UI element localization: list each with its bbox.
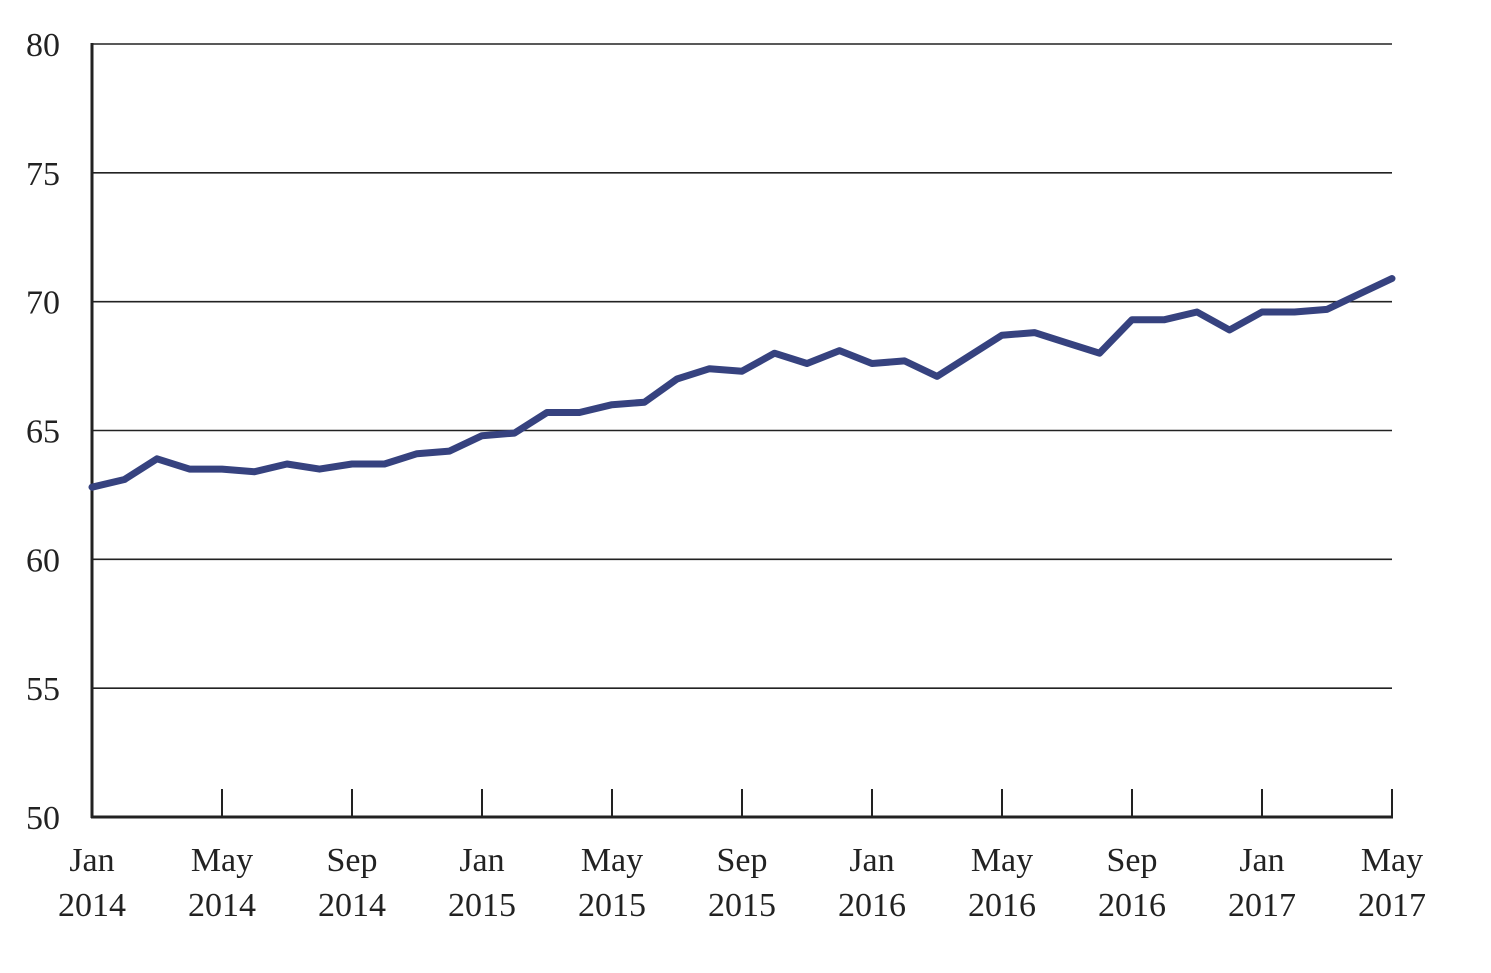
- x-tick-label-month: Jan: [69, 842, 114, 879]
- x-tick-label-year: 2014: [318, 887, 386, 924]
- x-tick-label-year: 2016: [1098, 887, 1166, 924]
- x-tick-label-year: 2015: [578, 887, 646, 924]
- x-tick-label-year: 2015: [448, 887, 516, 924]
- x-tick-label-month: Jan: [1239, 842, 1284, 879]
- x-tick-label-month: Sep: [1107, 842, 1158, 879]
- x-tick-label-month: Sep: [327, 842, 378, 879]
- x-tick-label-month: Jan: [849, 842, 894, 879]
- axes: [90, 43, 1393, 819]
- y-tick-label: 55: [26, 671, 60, 708]
- y-tick-label: 50: [26, 800, 60, 837]
- x-tick-label-month: Sep: [717, 842, 768, 879]
- x-tick-label-month: May: [971, 842, 1033, 879]
- gridlines: [92, 43, 1392, 689]
- series-group: [88, 275, 1396, 491]
- x-tick-label-year: 2015: [708, 887, 776, 924]
- y-tick-label: 70: [26, 285, 60, 322]
- y-tick-label: 65: [26, 414, 60, 451]
- x-tick-label-month: Jan: [459, 842, 504, 879]
- x-tick-label-month: May: [191, 842, 253, 879]
- x-tick-label-year: 2014: [188, 887, 256, 924]
- x-axis-ticks: [221, 789, 1393, 817]
- y-tick-label: 60: [26, 542, 60, 579]
- x-tick-label-year: 2016: [838, 887, 906, 924]
- y-tick-label: 75: [26, 156, 60, 193]
- series-line-0: [88, 275, 1396, 491]
- x-tick-label-year: 2017: [1358, 887, 1426, 924]
- x-axis-labels: Jan 2014 May 2014 Sep 2014 Jan 2015 May 2015 Sep 20…: [58, 842, 1426, 924]
- y-tick-label: 80: [26, 27, 60, 64]
- x-tick-label-month: May: [581, 842, 643, 879]
- x-tick-label-year: 2017: [1228, 887, 1296, 924]
- x-tick-label-year: 2014: [58, 887, 126, 924]
- y-axis-labels: 50 55 60 65 70 75 80: [26, 27, 60, 837]
- x-tick-label-year: 2016: [968, 887, 1036, 924]
- x-tick-label-month: May: [1361, 842, 1423, 879]
